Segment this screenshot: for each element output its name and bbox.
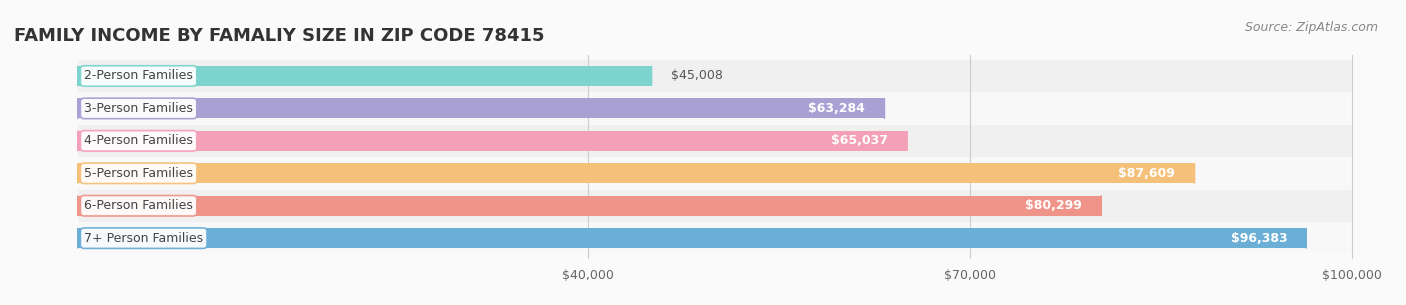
Bar <box>77 228 1306 248</box>
Text: 3-Person Families: 3-Person Families <box>84 102 193 115</box>
Bar <box>77 92 1353 125</box>
Text: 5-Person Families: 5-Person Families <box>84 167 193 180</box>
Text: 4-Person Families: 4-Person Families <box>84 135 193 147</box>
Bar <box>77 157 1353 189</box>
Text: Source: ZipAtlas.com: Source: ZipAtlas.com <box>1244 21 1378 34</box>
Text: 6-Person Families: 6-Person Families <box>84 199 193 212</box>
Bar <box>77 125 1353 157</box>
Bar <box>77 222 1353 254</box>
Bar <box>77 163 1195 183</box>
Bar <box>77 99 884 118</box>
Text: $87,609: $87,609 <box>1118 167 1175 180</box>
Bar <box>77 189 1353 222</box>
Text: $65,037: $65,037 <box>831 135 887 147</box>
Text: $80,299: $80,299 <box>1025 199 1083 212</box>
Text: FAMILY INCOME BY FAMALIY SIZE IN ZIP CODE 78415: FAMILY INCOME BY FAMALIY SIZE IN ZIP COD… <box>14 27 544 45</box>
Text: $63,284: $63,284 <box>808 102 865 115</box>
Text: $45,008: $45,008 <box>671 70 723 82</box>
Bar <box>77 196 1101 216</box>
Text: 2-Person Families: 2-Person Families <box>84 70 193 82</box>
Text: $96,383: $96,383 <box>1230 232 1286 245</box>
Bar <box>77 66 651 86</box>
Bar <box>77 131 907 151</box>
Bar <box>77 60 1353 92</box>
Text: 7+ Person Families: 7+ Person Families <box>84 232 204 245</box>
